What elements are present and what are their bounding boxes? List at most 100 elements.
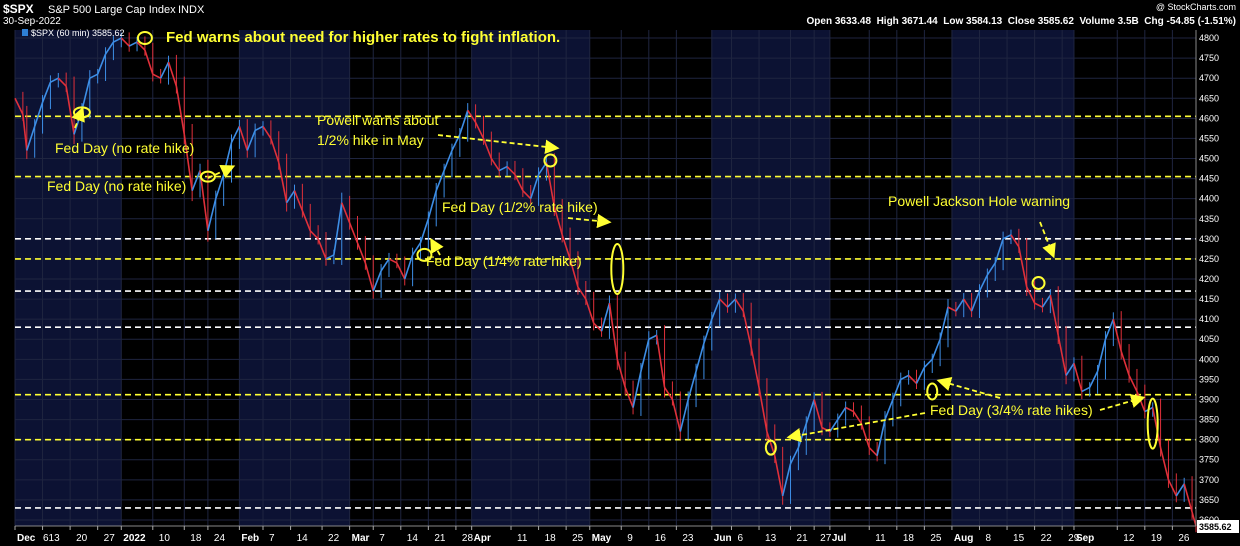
y-tick-label-14: 4300 [1199, 234, 1219, 244]
price-segment [246, 130, 256, 151]
annotation-arrow-0 [71, 106, 85, 129]
annotation-text-8: Fed Day (3/4% rate hikes) [930, 402, 1093, 418]
y-tick-label-10: 4100 [1199, 314, 1219, 324]
price-segment [403, 254, 414, 280]
price-segment [22, 114, 28, 151]
symbol-label: $SPX [3, 2, 34, 16]
price-segment [340, 202, 351, 224]
price-segment [884, 399, 894, 420]
fed-day-marker-9 [1146, 397, 1159, 450]
price-segment [545, 162, 556, 207]
x-tick-label-23: 9 [627, 533, 633, 544]
x-tick-label-20: 18 [545, 533, 557, 544]
price-segment [191, 170, 201, 191]
price-segment [325, 254, 335, 260]
index-name: S&P 500 Large Cap Index [48, 4, 176, 16]
price-segment [364, 262, 375, 292]
x-tick-label-25: 23 [682, 533, 694, 544]
month-shade-2 [471, 30, 590, 526]
x-tick-label-42: 19 [1151, 533, 1163, 544]
price-segment [1183, 483, 1193, 513]
price-segment [632, 371, 642, 408]
x-tick-label-35: Aug [954, 533, 973, 544]
chart-date: 30-Sep-2022 [3, 16, 61, 27]
price-segment [317, 238, 327, 260]
month-shade-4 [951, 30, 1074, 526]
x-tick-label-31: Jul [832, 533, 847, 544]
price-segment [348, 222, 359, 244]
price-segment [679, 399, 689, 432]
annotation-text-0: Fed warns about need for higher rates to… [166, 29, 560, 46]
price-segment [1175, 483, 1185, 497]
price-segment [199, 170, 209, 231]
price-segment [270, 138, 280, 163]
price-segment [829, 419, 839, 433]
price-segment [175, 86, 186, 135]
price-segment [1096, 339, 1107, 372]
price-segment [26, 126, 36, 151]
price-segment [333, 202, 343, 256]
exchange-label: INDX [178, 4, 205, 16]
x-tick-label-0: Dec [17, 533, 36, 544]
price-segment [750, 347, 760, 388]
price-segment [908, 374, 918, 384]
watermark: @ StockCharts.com [1156, 2, 1236, 12]
x-tick-label-37: 15 [1013, 533, 1025, 544]
y-tick-label-3: 3750 [1199, 455, 1219, 465]
x-tick-label-5: 2022 [123, 533, 146, 544]
price-segment [852, 411, 863, 425]
x-tick-label-29: 21 [797, 533, 809, 544]
price-segment [994, 238, 1004, 264]
y-tick-label-4: 3800 [1199, 435, 1219, 445]
price-segment [663, 387, 674, 400]
y-tick-label-9: 4050 [1199, 334, 1219, 344]
y-tick-label-13: 4250 [1199, 254, 1219, 264]
month-shade-1 [239, 30, 350, 526]
y-tick-label-6: 3900 [1199, 394, 1219, 404]
price-segment [57, 77, 67, 87]
price-segment [388, 258, 398, 264]
price-segment [427, 190, 437, 219]
price-segment [490, 158, 500, 172]
x-tick-label-4: 27 [104, 533, 116, 544]
x-tick-label-28: 13 [765, 533, 777, 544]
price-segment [96, 53, 107, 75]
y-tick-label-1: 3650 [1199, 495, 1219, 505]
y-tick-label-16: 4400 [1199, 194, 1219, 204]
price-segment [593, 322, 603, 332]
x-tick-label-8: 24 [214, 533, 226, 544]
price-segment [1081, 386, 1091, 393]
fed-day-marker-8 [926, 382, 939, 401]
x-tick-label-18: Apr [474, 533, 491, 544]
annotation-text-4: 1/2% hike in May [317, 132, 424, 148]
price-segment [411, 242, 422, 256]
y-tick-label-15: 4350 [1199, 214, 1219, 224]
price-segment [978, 274, 989, 292]
price-segment [1049, 294, 1060, 336]
price-segment [671, 399, 682, 432]
x-tick-label-10: 7 [269, 533, 275, 544]
x-tick-label-41: 12 [1123, 533, 1135, 544]
annotation-text-5: Fed Day (1/2% rate hike) [442, 199, 598, 215]
price-segment [600, 302, 611, 332]
price-segment [561, 234, 571, 260]
fed-day-marker-4 [543, 153, 558, 168]
annotation-arrow-3 [567, 213, 612, 229]
price-segment [1104, 318, 1115, 340]
price-segment [648, 334, 658, 340]
price-segment [1128, 375, 1138, 392]
price-segment [33, 102, 44, 127]
price-segment [50, 77, 59, 83]
y-tick-label-5: 3850 [1199, 415, 1219, 425]
price-segment [459, 110, 469, 135]
price-segment [900, 374, 909, 381]
x-tick-label-3: 20 [76, 533, 88, 544]
price-segment [923, 358, 933, 368]
price-segment [238, 126, 249, 151]
price-segment [687, 371, 697, 400]
price-segment [695, 343, 705, 372]
price-segment [608, 302, 619, 360]
x-tick-label-15: 14 [407, 533, 419, 544]
price-segment [498, 165, 508, 172]
